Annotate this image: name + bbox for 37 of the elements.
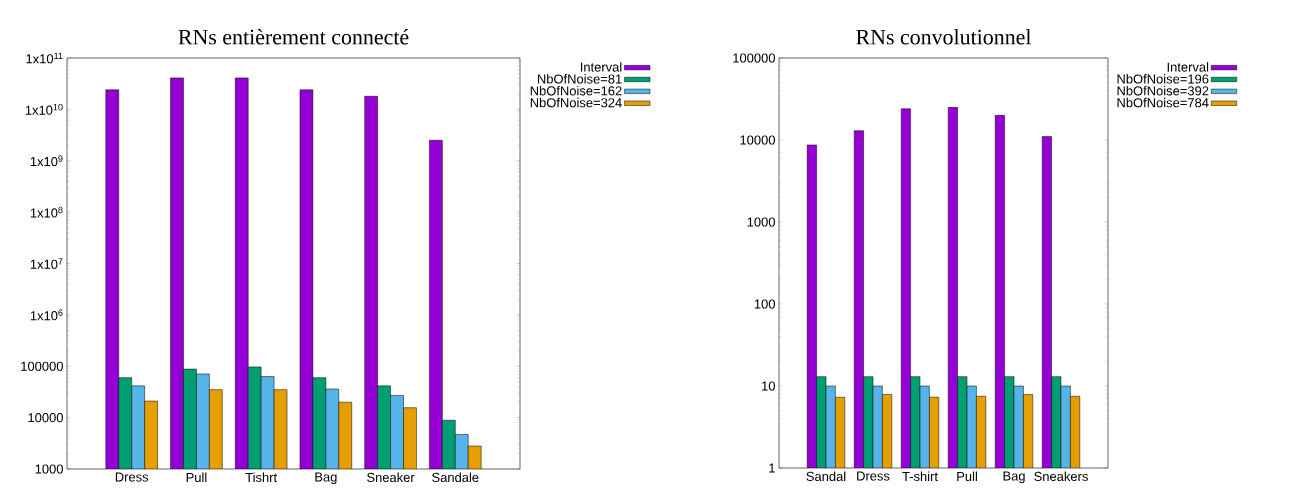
y-tick-label: 100000 — [733, 53, 775, 63]
legend-label: Interval — [1167, 62, 1209, 72]
y-tick-label: 1x10$^{10}$ — [25, 103, 63, 115]
x-tick-label: Sandale — [432, 472, 479, 483]
x-tick-label: Pull — [957, 471, 977, 482]
x-tick-label: T-shirt — [902, 471, 938, 482]
x-tick-label: Bag — [1003, 471, 1025, 484]
y-tick-label: 100000 — [21, 361, 63, 371]
y-tick-label: 10 — [762, 381, 775, 391]
y-tick-label: 1000 — [747, 217, 775, 227]
legend-label: NbOfNoise=162 — [530, 85, 622, 96]
x-tick-label: Sneaker — [367, 472, 415, 483]
y-tick-label: 1x10$^{11}$ — [26, 52, 63, 64]
legend-label: NbOfNoise=196 — [1117, 74, 1209, 84]
y-tick-label: 10000 — [28, 413, 63, 423]
y-tick-label: 1x10$^{9}$ — [30, 155, 63, 167]
legend-label: Interval — [580, 62, 622, 72]
x-tick-label: Sandal — [806, 471, 846, 482]
legend-label: NbOfNoise=324 — [530, 97, 622, 108]
x-tick-label: Tishrt — [245, 472, 277, 483]
chart-title: RNs entièrement connecté — [178, 29, 409, 45]
legend-label: NbOfNoise=81 — [537, 74, 622, 84]
x-tick-label: Pull — [186, 472, 207, 483]
legend-label: NbOfNoise=784 — [1117, 97, 1209, 108]
legend-label: NbOfNoise=392 — [1117, 85, 1209, 96]
y-tick-label: 10000 — [740, 135, 775, 145]
x-tick-label: Sneakers — [1034, 471, 1088, 482]
x-tick-label: Dress — [857, 471, 890, 481]
chart-title: RNs convolutionnel — [856, 29, 1032, 45]
y-tick-label: 100 — [754, 299, 775, 309]
y-tick-label: 1 — [769, 463, 775, 473]
x-tick-label: Bag — [315, 472, 337, 485]
y-tick-label: 1x10$^{6}$ — [30, 309, 63, 321]
y-tick-label: 1x10$^{8}$ — [30, 206, 63, 218]
x-tick-label: Dress — [115, 472, 149, 482]
y-tick-label: 1000 — [35, 464, 63, 474]
y-tick-label: 1x10$^{7}$ — [30, 258, 63, 269]
